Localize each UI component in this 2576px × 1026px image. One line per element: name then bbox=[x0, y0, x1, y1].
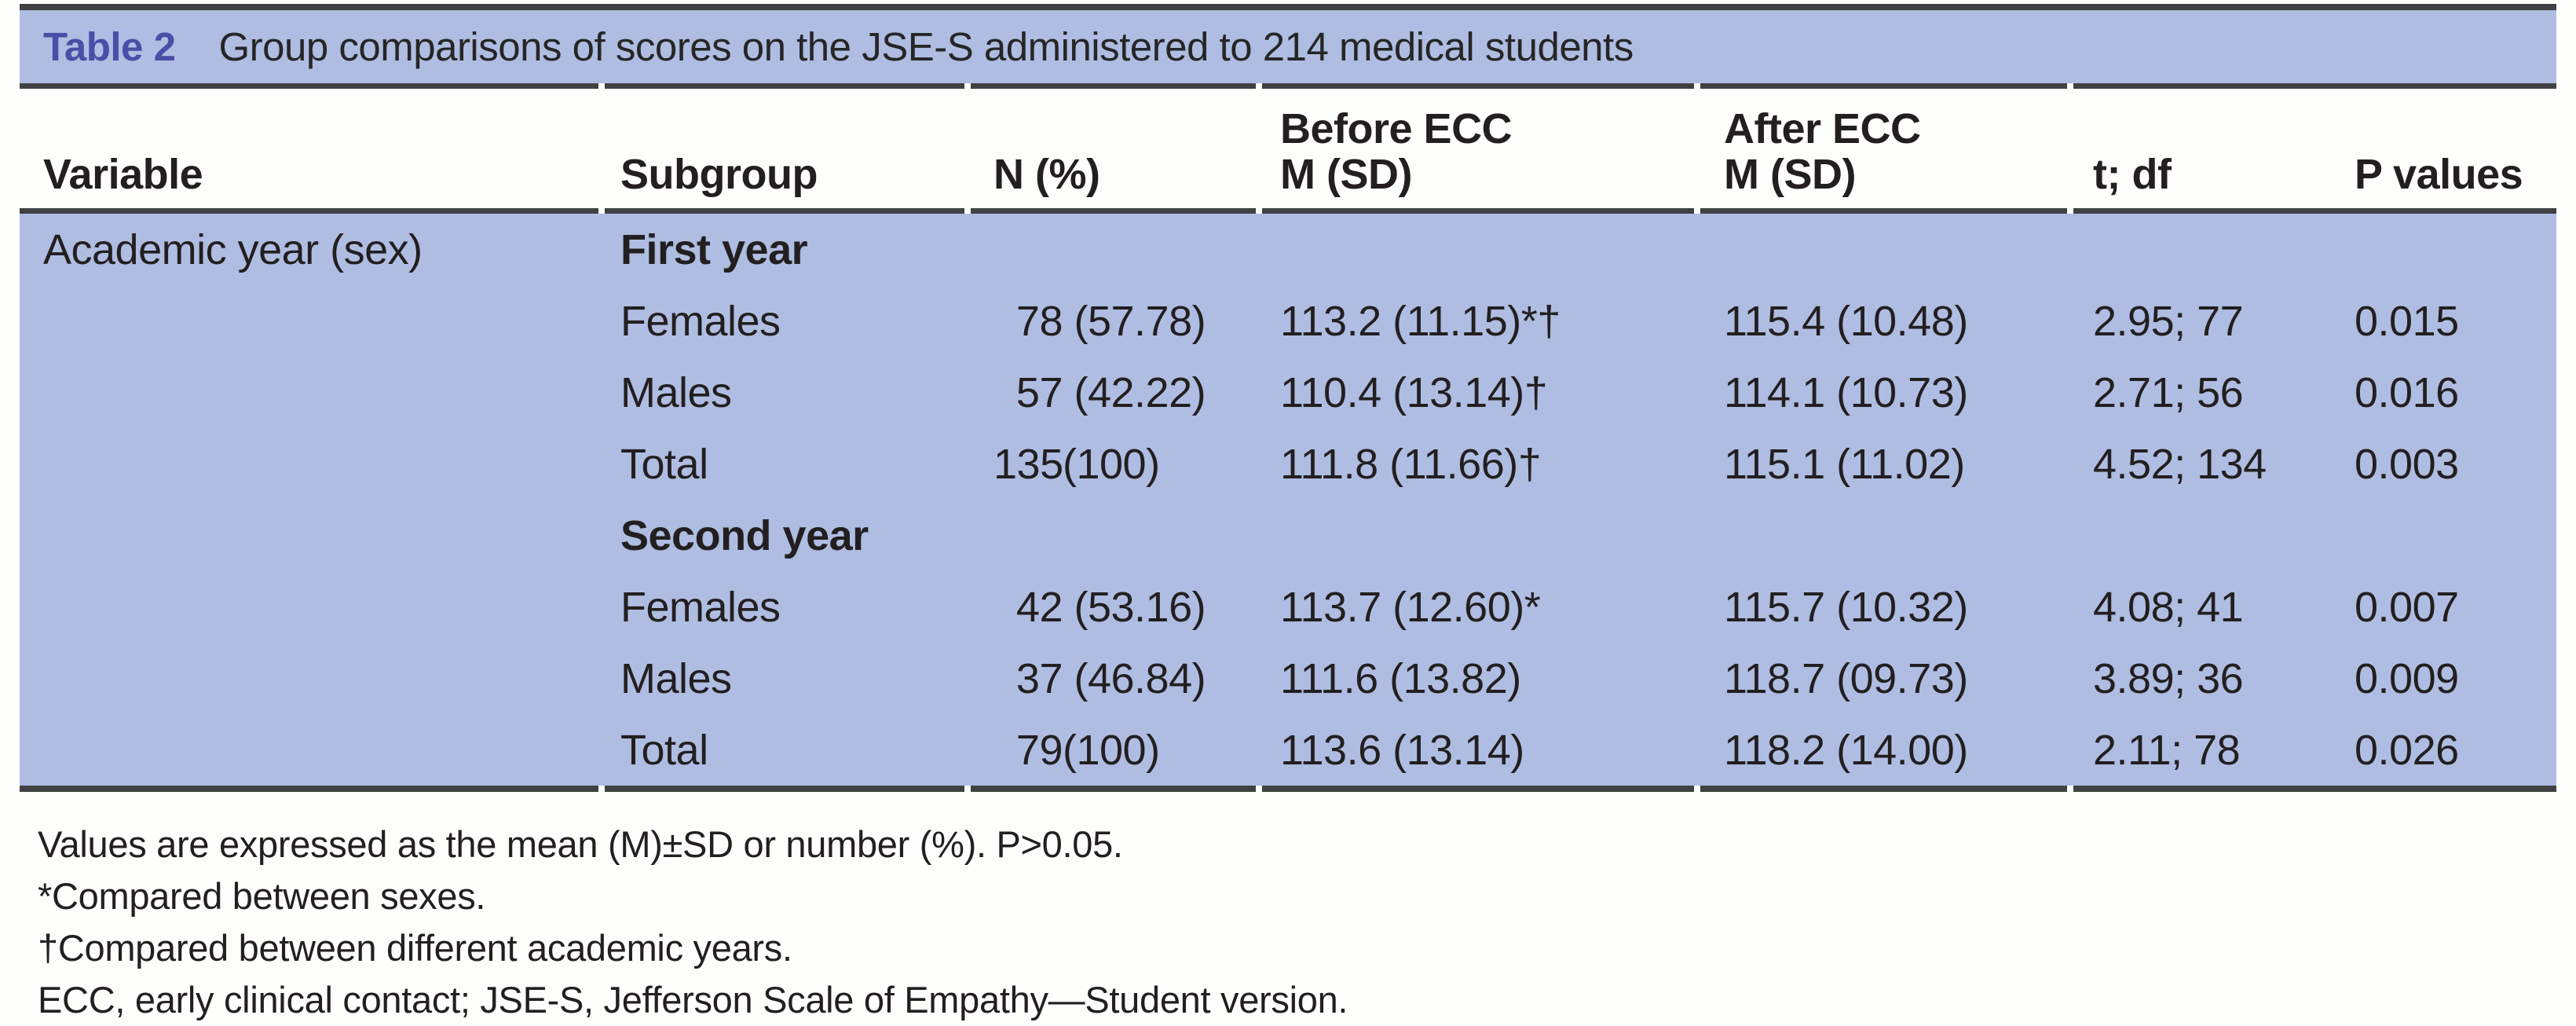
cell-after-ecc: 118.2 (14.00) bbox=[1724, 726, 1968, 774]
header-line-bottom: t; df bbox=[2093, 151, 2172, 198]
table-bottom-rule bbox=[20, 786, 2556, 792]
cell-n-percent: 135(100) bbox=[993, 440, 1160, 488]
cell-t-df: 4.08; 41 bbox=[2093, 583, 2244, 631]
cell-p-value: 0.015 bbox=[2355, 297, 2459, 345]
table-row: Second year bbox=[20, 500, 2556, 571]
rule-below-title bbox=[20, 83, 2556, 89]
table-2-container: Table 2 Group comparisons of scores on t… bbox=[20, 0, 2556, 792]
header-line-bottom: Subgroup bbox=[620, 151, 818, 198]
column-header-subgroup: Subgroup bbox=[605, 152, 971, 208]
column-header-before-ecc: Before ECC M (SD) bbox=[1262, 106, 1700, 208]
cell-before-ecc: 113.6 (13.14) bbox=[1280, 726, 1524, 774]
footnote-abbreviations: ECC, early clinical contact; JSE-S, Jeff… bbox=[38, 979, 1348, 1021]
table-title-text: Group comparisons of scores on the JSE-S… bbox=[218, 24, 1634, 69]
cell-n-percent: 78 (57.78) bbox=[1015, 297, 1206, 345]
cell-t-df: 3.89; 36 bbox=[2093, 654, 2244, 702]
header-line-bottom: P values bbox=[2355, 151, 2523, 198]
cell-before-ecc: 111.8 (11.66)† bbox=[1280, 440, 1542, 488]
cell-p-value: 0.003 bbox=[2355, 440, 2459, 488]
cell-before-ecc: 113.7 (12.60)* bbox=[1280, 583, 1541, 631]
cell-n-percent: 42 (53.16) bbox=[1015, 583, 1206, 631]
cell-subgroup: Males bbox=[620, 368, 732, 416]
table-number: Table 2 bbox=[43, 24, 176, 69]
cell-before-ecc: 113.2 (11.15)*† bbox=[1280, 297, 1561, 345]
table-row: Males 37 (46.84) 111.6 (13.82) 118.7 (09… bbox=[20, 643, 2556, 714]
table-row: Total 135(100) 111.8 (11.66)† 115.1 (11.… bbox=[20, 428, 2556, 500]
cell-n-percent: 79(100) bbox=[1015, 726, 1160, 774]
cell-p-value: 0.009 bbox=[2355, 654, 2459, 702]
cell-subgroup: Total bbox=[620, 726, 708, 774]
header-line-bottom: M (SD) bbox=[1280, 151, 1412, 198]
cell-subgroup: Females bbox=[620, 583, 781, 631]
cell-p-value: 0.026 bbox=[2355, 726, 2459, 774]
cell-subgroup: Total bbox=[620, 440, 708, 488]
footnote-dagger: †Compared between different academic yea… bbox=[38, 927, 792, 969]
cell-before-ecc: 110.4 (13.14)† bbox=[1280, 368, 1548, 416]
table-footnotes: Values are expressed as the mean (M)±SD … bbox=[38, 819, 2576, 1026]
cell-subgroup: Second year bbox=[620, 511, 869, 559]
cell-after-ecc: 115.1 (11.02) bbox=[1724, 440, 1965, 488]
cell-t-df: 4.52; 134 bbox=[2093, 440, 2267, 488]
cell-p-value: 0.016 bbox=[2355, 368, 2459, 416]
cell-n-percent: 57 (42.22) bbox=[1015, 368, 1206, 416]
table-body: Academic year (sex) First year Females 7… bbox=[20, 214, 2556, 786]
cell-subgroup: Females bbox=[620, 297, 781, 345]
column-header-n-percent: N (%) bbox=[971, 152, 1262, 208]
cell-after-ecc: 115.7 (10.32) bbox=[1724, 583, 1968, 631]
column-header-p-values: P values bbox=[2333, 152, 2556, 208]
cell-after-ecc: 118.7 (09.73) bbox=[1724, 654, 1968, 702]
cell-subgroup: First year bbox=[620, 225, 808, 273]
table-row: Total 79(100) 113.6 (13.14) 118.2 (14.00… bbox=[20, 714, 2556, 786]
table-row: Females 78 (57.78) 113.2 (11.15)*† 115.4… bbox=[20, 285, 2556, 357]
cell-t-df: 2.95; 77 bbox=[2093, 297, 2244, 345]
table-row: Academic year (sex) First year bbox=[20, 214, 2556, 285]
table-title-bar: Table 2 Group comparisons of scores on t… bbox=[20, 10, 2556, 83]
rule-below-header bbox=[20, 208, 2556, 214]
header-line-bottom: N (%) bbox=[993, 151, 1100, 198]
header-line-top: After ECC bbox=[1724, 105, 1921, 152]
column-header-t-df: t; df bbox=[2073, 152, 2333, 208]
column-header-variable: Variable bbox=[20, 152, 605, 208]
cell-n-percent: 37 (46.84) bbox=[1015, 654, 1206, 702]
footnote-asterisk: *Compared between sexes. bbox=[38, 875, 486, 917]
cell-after-ecc: 114.1 (10.73) bbox=[1724, 368, 1968, 416]
footnote-values-note: Values are expressed as the mean (M)±SD … bbox=[38, 823, 1123, 865]
cell-t-df: 2.11; 78 bbox=[2093, 726, 2241, 774]
header-line-bottom: M (SD) bbox=[1724, 151, 1856, 198]
cell-variable: Academic year (sex) bbox=[43, 225, 423, 273]
header-line-top: Before ECC bbox=[1280, 105, 1513, 152]
column-header-after-ecc: After ECC M (SD) bbox=[1700, 106, 2073, 208]
cell-before-ecc: 111.6 (13.82) bbox=[1280, 654, 1521, 702]
column-header-row: Variable Subgroup N (%) Before ECC M (SD… bbox=[20, 89, 2556, 208]
table-row: Males 57 (42.22) 110.4 (13.14)† 114.1 (1… bbox=[20, 357, 2556, 428]
table-top-rule bbox=[20, 4, 2556, 10]
cell-subgroup: Males bbox=[620, 654, 732, 702]
header-line-bottom: Variable bbox=[43, 151, 203, 198]
cell-after-ecc: 115.4 (10.48) bbox=[1724, 297, 1968, 345]
table-row: Females 42 (53.16) 113.7 (12.60)* 115.7 … bbox=[20, 571, 2556, 643]
cell-t-df: 2.71; 56 bbox=[2093, 368, 2244, 416]
cell-p-value: 0.007 bbox=[2355, 583, 2459, 631]
